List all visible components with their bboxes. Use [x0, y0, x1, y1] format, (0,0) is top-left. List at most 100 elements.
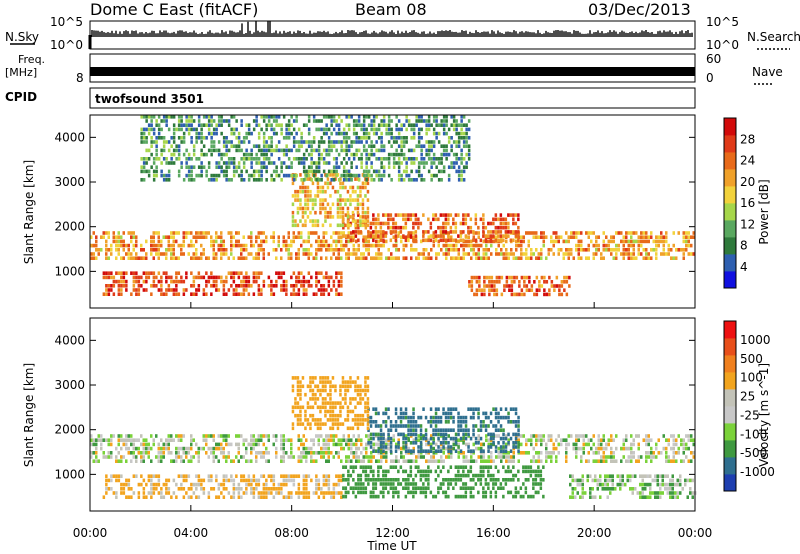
heatmap-cell — [272, 231, 275, 235]
heatmap-cell — [180, 248, 183, 252]
heatmap-cell — [354, 234, 358, 238]
heatmap-cell — [122, 248, 125, 252]
heatmap-cell — [327, 482, 331, 487]
heatmap-cell — [507, 230, 510, 234]
heatmap-cell — [612, 438, 615, 442]
heatmap-cell — [514, 473, 518, 478]
heatmap-cell — [262, 161, 266, 165]
heatmap-cell — [352, 442, 355, 447]
heatmap-cell — [497, 469, 500, 474]
heatmap-cell — [337, 127, 341, 132]
heatmap-cell — [185, 455, 188, 459]
heatmap-cell — [245, 256, 248, 260]
heatmap-cell — [665, 438, 668, 442]
heatmap-cell — [467, 127, 471, 132]
heatmap-cell — [307, 231, 310, 235]
heatmap-cell — [250, 231, 253, 235]
heatmap-cell — [355, 152, 358, 157]
heatmap-cell — [432, 446, 435, 451]
heatmap-cell — [425, 459, 428, 463]
heatmap-cell — [612, 451, 615, 455]
heatmap-cell — [447, 217, 450, 222]
heatmap-cell — [410, 256, 413, 260]
heatmap-cell — [565, 451, 568, 455]
heatmap-cell — [367, 428, 370, 432]
heatmap-cell — [255, 438, 258, 442]
heatmap-cell — [509, 238, 513, 243]
heatmap-cell — [215, 446, 218, 451]
heatmap-cell — [597, 243, 600, 248]
heatmap-cell — [400, 235, 403, 239]
heatmap-cell — [192, 275, 196, 280]
heatmap-cell — [257, 131, 261, 136]
heatmap-cell — [437, 123, 441, 127]
heatmap-cell — [364, 194, 367, 198]
heatmap-cell — [320, 243, 323, 248]
heatmap-cell — [350, 438, 353, 442]
heatmap-cell — [577, 446, 580, 451]
heatmap-cell — [315, 161, 318, 165]
heatmap-cell — [385, 256, 388, 260]
heatmap-cell — [600, 438, 603, 442]
heatmap-cell — [200, 235, 203, 239]
heatmap-cell — [512, 213, 515, 217]
heatmap-cell — [655, 446, 658, 451]
heatmap-cell — [337, 239, 340, 244]
heatmap-cell — [294, 223, 297, 228]
heatmap-cell — [387, 415, 390, 420]
heatmap-cell — [150, 152, 153, 157]
heatmap-cell — [337, 252, 340, 256]
heatmap-cell — [332, 491, 336, 495]
heatmap-cell — [414, 490, 418, 495]
heatmap-cell — [296, 194, 300, 198]
heatmap-cell — [150, 446, 153, 451]
heatmap-cell — [572, 256, 575, 260]
heatmap-cell — [630, 451, 633, 455]
heatmap-cell — [465, 442, 468, 447]
heatmap-cell — [410, 169, 413, 174]
heatmap-cell — [305, 459, 308, 463]
heatmap-cell — [157, 271, 161, 275]
heatmap-cell — [422, 157, 426, 161]
heatmap-cell — [432, 131, 436, 136]
heatmap-cell — [508, 288, 511, 292]
heatmap-cell — [316, 194, 320, 198]
heatmap-cell — [467, 239, 470, 244]
heatmap-cell — [349, 223, 352, 228]
heatmap-cell — [335, 119, 338, 123]
heatmap-cell — [492, 234, 495, 238]
heatmap-cell — [192, 491, 196, 495]
heatmap-cell — [225, 275, 228, 280]
heatmap-cell — [387, 221, 390, 226]
heatmap-cell — [232, 482, 236, 487]
heatmap-cell — [524, 469, 528, 474]
heatmap-cell — [417, 127, 421, 132]
heatmap-cell — [330, 140, 333, 144]
heatmap-cell — [419, 490, 423, 495]
heatmap-cell — [315, 271, 318, 275]
heatmap-cell — [345, 131, 348, 136]
heatmap-cell — [372, 221, 375, 226]
heatmap-cell — [117, 239, 120, 244]
heatmap-cell — [107, 455, 110, 459]
heatmap-cell — [280, 165, 283, 169]
heatmap-cell — [282, 451, 285, 455]
heatmap-cell — [507, 234, 510, 238]
heatmap-cell — [282, 284, 286, 288]
heatmap-cell — [217, 243, 220, 248]
heatmap-cell — [222, 455, 225, 459]
heatmap-cell — [402, 157, 406, 161]
heatmap-cell — [242, 235, 245, 239]
heatmap-cell — [265, 127, 268, 132]
heatmap-cell — [90, 438, 93, 442]
heatmap-cell — [325, 491, 328, 495]
heatmap-cell — [305, 288, 308, 292]
heatmap-cell — [302, 161, 306, 165]
heatmap-cell — [172, 123, 176, 127]
heatmap-cell — [310, 438, 313, 442]
heatmap-cell — [287, 478, 291, 483]
heatmap-cell — [342, 140, 346, 144]
heatmap-cell — [352, 230, 355, 234]
heatmap-cell — [677, 434, 680, 438]
heatmap-cell — [336, 223, 340, 228]
